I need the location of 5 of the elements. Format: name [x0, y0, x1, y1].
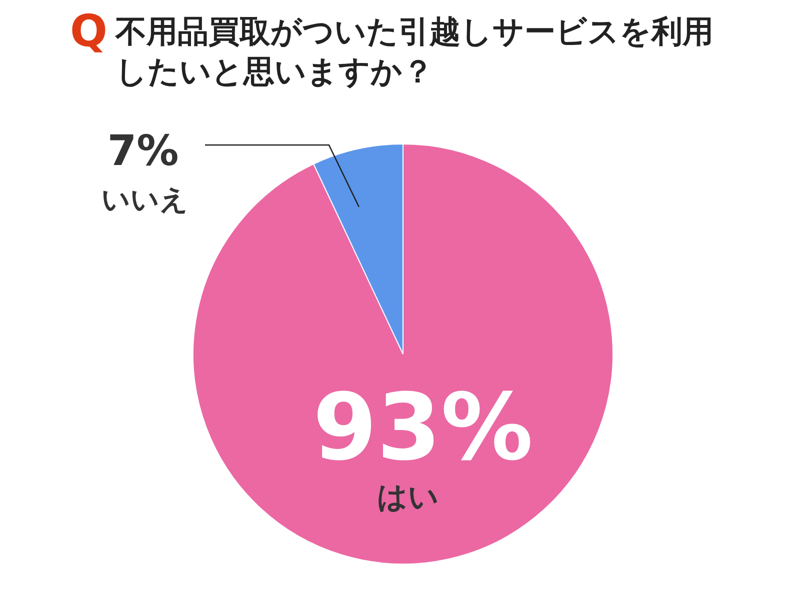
- slice-label: いいえ: [102, 183, 188, 216]
- slice-label: はい: [377, 480, 439, 515]
- data-label: 7%: [107, 126, 179, 175]
- data-label: 93%: [312, 374, 534, 481]
- pie-slice: [192, 144, 614, 564]
